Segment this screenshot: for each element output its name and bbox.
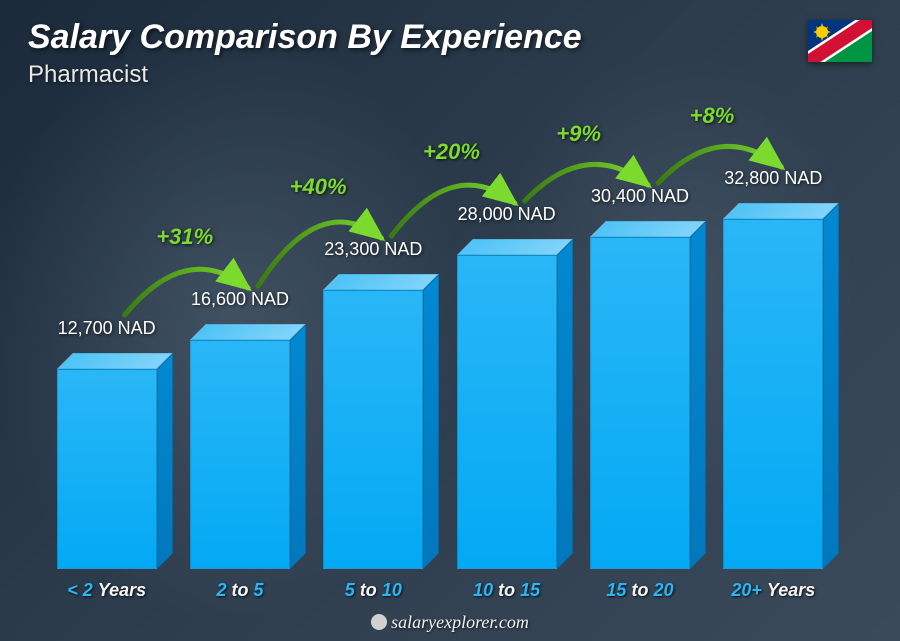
bar-3d	[723, 219, 823, 569]
bar-top-face	[190, 324, 306, 340]
bar-group: 12,700 NAD	[40, 140, 173, 569]
bar-3d	[590, 237, 690, 569]
chart-plot-area: 12,700 NAD 16,600 NAD 23,300 NAD 28,000 NAD…	[40, 140, 840, 569]
header: Salary Comparison By Experience Pharmaci…	[28, 18, 872, 89]
bar-top-face	[590, 221, 706, 237]
x-axis-category: 2 to 5	[173, 580, 306, 601]
bar-front-face	[190, 340, 290, 569]
bar-front-face	[457, 255, 557, 569]
bar-top-face	[57, 353, 173, 369]
bar-3d	[323, 290, 423, 569]
chart-subtitle: Pharmacist	[28, 61, 872, 89]
x-axis: < 2 Years2 to 55 to 1010 to 1515 to 2020…	[40, 580, 840, 601]
bar-value-label: 12,700 NAD	[58, 318, 156, 339]
bar-top-face	[323, 274, 439, 290]
bar-side-face	[423, 274, 439, 569]
growth-arc-label: +31%	[156, 224, 213, 250]
x-axis-category: 10 to 15	[440, 580, 573, 601]
x-axis-category: 5 to 10	[307, 580, 440, 601]
bar-front-face	[590, 237, 690, 569]
footer-brand: salaryexplorer.com	[0, 612, 900, 633]
x-axis-category: < 2 Years	[40, 580, 173, 601]
bar-side-face	[157, 353, 173, 569]
bar-group: 32,800 NAD	[707, 140, 840, 569]
bar-side-face	[557, 239, 573, 569]
bar-value-label: 28,000 NAD	[458, 204, 556, 225]
x-axis-category: 20+ Years	[707, 580, 840, 601]
bar-value-label: 23,300 NAD	[324, 239, 422, 260]
bar-front-face	[323, 290, 423, 569]
bar-3d	[190, 340, 290, 569]
bar-top-face	[457, 239, 573, 255]
bars-container: 12,700 NAD 16,600 NAD 23,300 NAD 28,000 NAD…	[40, 140, 840, 569]
bar-group: 23,300 NAD	[307, 140, 440, 569]
chart-title: Salary Comparison By Experience	[28, 18, 872, 57]
namibia-flag-icon	[808, 20, 872, 62]
bar-group: 28,000 NAD	[440, 140, 573, 569]
bar-side-face	[690, 221, 706, 569]
bar-3d	[457, 255, 557, 569]
bar-value-label: 30,400 NAD	[591, 186, 689, 207]
brand-logo-icon	[371, 614, 387, 630]
bar-3d	[57, 369, 157, 569]
bar-group: 30,400 NAD	[573, 140, 706, 569]
growth-arc-label: +20%	[423, 139, 480, 165]
chart-canvas: Salary Comparison By Experience Pharmaci…	[0, 0, 900, 641]
bar-side-face	[290, 324, 306, 569]
bar-group: 16,600 NAD	[173, 140, 306, 569]
growth-arc-label: +8%	[690, 103, 735, 129]
brand-text: salaryexplorer.com	[391, 612, 529, 632]
bar-front-face	[723, 219, 823, 569]
bar-front-face	[57, 369, 157, 569]
growth-arc-label: +40%	[290, 174, 347, 200]
growth-arc-label: +9%	[556, 121, 601, 147]
bar-top-face	[723, 203, 839, 219]
bar-value-label: 32,800 NAD	[724, 168, 822, 189]
bar-value-label: 16,600 NAD	[191, 289, 289, 310]
x-axis-category: 15 to 20	[573, 580, 706, 601]
bar-side-face	[823, 203, 839, 569]
